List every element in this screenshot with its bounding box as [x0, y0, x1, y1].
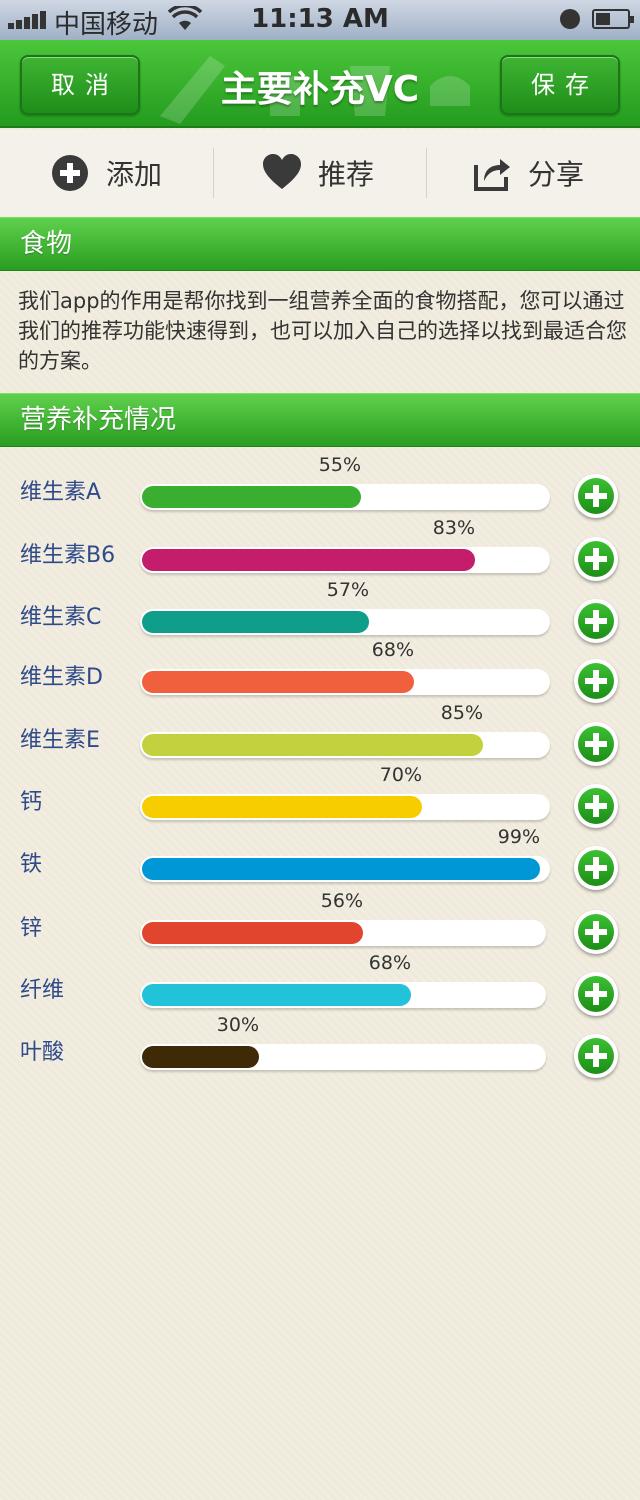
action-toolbar: 添加 推荐 分享 [0, 130, 640, 216]
add-nutrient-button[interactable] [574, 1034, 618, 1078]
nutrient-row: 叶酸 30% [0, 1014, 640, 1082]
plus-icon [578, 788, 614, 824]
nutrient-row: 铁 99% [0, 826, 640, 894]
progress-track [140, 920, 546, 946]
nutrient-label: 维生素C [20, 605, 102, 630]
add-nutrient-button[interactable] [574, 972, 618, 1016]
progress-fill [142, 611, 369, 633]
heart-icon [263, 154, 301, 189]
percent-label: 85% [440, 702, 483, 724]
add-nutrient-button[interactable] [574, 784, 618, 828]
alarm-icon [560, 9, 580, 29]
add-nutrient-button[interactable] [574, 846, 618, 890]
recommend-button[interactable]: 推荐 [262, 130, 374, 216]
nutrient-row: 钙 70% [0, 764, 640, 832]
nav-bar: 取消 主要补充VC 保存 [0, 40, 640, 128]
progress-track [140, 982, 546, 1008]
nutrient-row: 维生素B6 83% [0, 517, 640, 585]
nutrient-label: 维生素D [20, 665, 103, 690]
plus-icon [578, 478, 614, 514]
nutrient-row: 纤维 68% [0, 952, 640, 1020]
decorative-food-icons [160, 56, 470, 124]
percent-label: 55% [318, 454, 361, 476]
plus-icon [578, 726, 614, 762]
plus-icon [578, 914, 614, 950]
progress-fill [142, 549, 475, 571]
progress-fill [142, 671, 414, 693]
nutrient-label: 钙 [20, 790, 43, 815]
percent-label: 56% [320, 890, 363, 912]
toolbar-divider [426, 148, 427, 198]
share-icon [474, 159, 510, 191]
cancel-button[interactable]: 取消 [20, 55, 140, 115]
nutrient-label: 维生素B6 [20, 543, 116, 568]
nutrient-row: 维生素C 57% [0, 579, 640, 647]
nutrient-label: 铁 [20, 852, 43, 877]
percent-label: 68% [371, 639, 414, 661]
progress-track [140, 794, 550, 820]
plus-icon [578, 1038, 614, 1074]
save-button[interactable]: 保存 [500, 55, 620, 115]
add-nutrient-button[interactable] [574, 659, 618, 703]
plus-icon [578, 663, 614, 699]
add-nutrient-button[interactable] [574, 537, 618, 581]
wifi-icon [168, 6, 202, 30]
progress-fill [142, 734, 483, 756]
share-label: 分享 [528, 158, 585, 191]
status-bar: 中国移动 11:13 AM [0, 0, 640, 40]
percent-label: 70% [379, 764, 422, 786]
nutrient-row: 维生素E 85% [0, 702, 640, 770]
percent-label: 57% [326, 579, 369, 601]
food-section-header: 食物 [0, 217, 640, 271]
signal-icon [8, 11, 48, 29]
progress-track [140, 732, 550, 758]
progress-fill [142, 858, 540, 880]
nutrient-label: 维生素E [20, 728, 100, 753]
nutrient-row: 维生素A 55% [0, 454, 640, 522]
page-title: 主要补充VC [220, 69, 420, 110]
add-nutrient-button[interactable] [574, 474, 618, 518]
progress-track [140, 1044, 546, 1070]
plus-icon [578, 541, 614, 577]
plus-icon [578, 603, 614, 639]
toolbar-divider [213, 148, 214, 198]
nutrition-section-header: 营养补充情况 [0, 393, 640, 447]
nutrient-row: 锌 56% [0, 890, 640, 958]
battery-icon [592, 9, 634, 29]
progress-track [140, 484, 550, 510]
progress-fill [142, 984, 411, 1006]
plus-icon [578, 976, 614, 1012]
carrier-name: 中国移动 [54, 10, 159, 40]
plus-circle-icon [52, 155, 88, 191]
percent-label: 83% [432, 517, 475, 539]
nutrient-row: 维生素D 68% [0, 639, 640, 707]
clock-time: 11:13 AM [251, 4, 389, 34]
food-description: 我们app的作用是帮你找到一组营养全面的食物搭配，您可以通过我们的推荐功能快速得… [18, 289, 627, 373]
progress-track [140, 547, 550, 573]
add-label: 添加 [106, 158, 163, 191]
nutrient-label: 叶酸 [20, 1040, 65, 1065]
share-button[interactable]: 分享 [472, 130, 584, 216]
add-nutrient-button[interactable] [574, 910, 618, 954]
progress-fill [142, 1046, 259, 1068]
percent-label: 30% [216, 1014, 259, 1036]
progress-track [140, 856, 550, 882]
add-nutrient-button[interactable] [574, 722, 618, 766]
plus-icon [578, 850, 614, 886]
progress-fill [142, 486, 361, 508]
add-button[interactable]: 添加 [50, 130, 162, 216]
progress-track [140, 609, 550, 635]
nutrient-label: 锌 [20, 916, 43, 941]
recommend-label: 推荐 [318, 158, 375, 191]
add-nutrient-button[interactable] [574, 599, 618, 643]
nutrient-label: 维生素A [20, 480, 102, 505]
percent-label: 99% [497, 826, 540, 848]
progress-fill [142, 922, 363, 944]
percent-label: 68% [368, 952, 411, 974]
progress-track [140, 669, 550, 695]
progress-fill [142, 796, 422, 818]
nutrient-label: 纤维 [20, 978, 65, 1003]
